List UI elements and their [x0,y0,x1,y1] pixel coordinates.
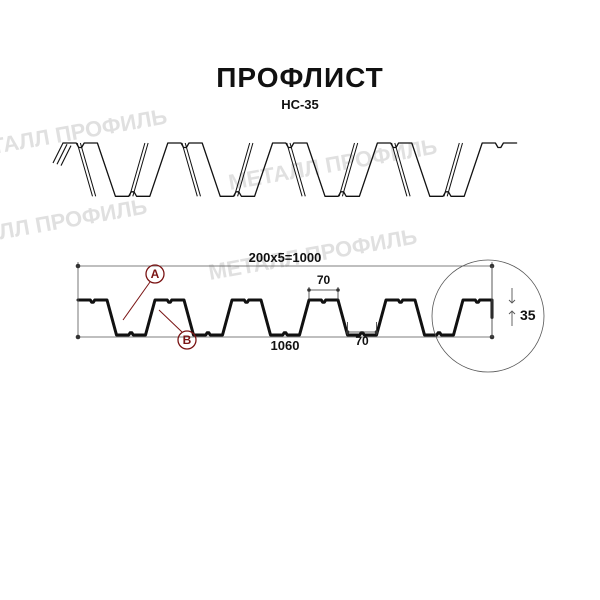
svg-text:1060: 1060 [271,338,300,353]
svg-text:200x5=1000: 200x5=1000 [249,250,322,265]
svg-text:70: 70 [317,273,331,287]
svg-text:B: B [183,333,192,347]
svg-text:70: 70 [355,334,369,348]
svg-text:35: 35 [520,307,536,323]
svg-text:A: A [151,267,160,281]
